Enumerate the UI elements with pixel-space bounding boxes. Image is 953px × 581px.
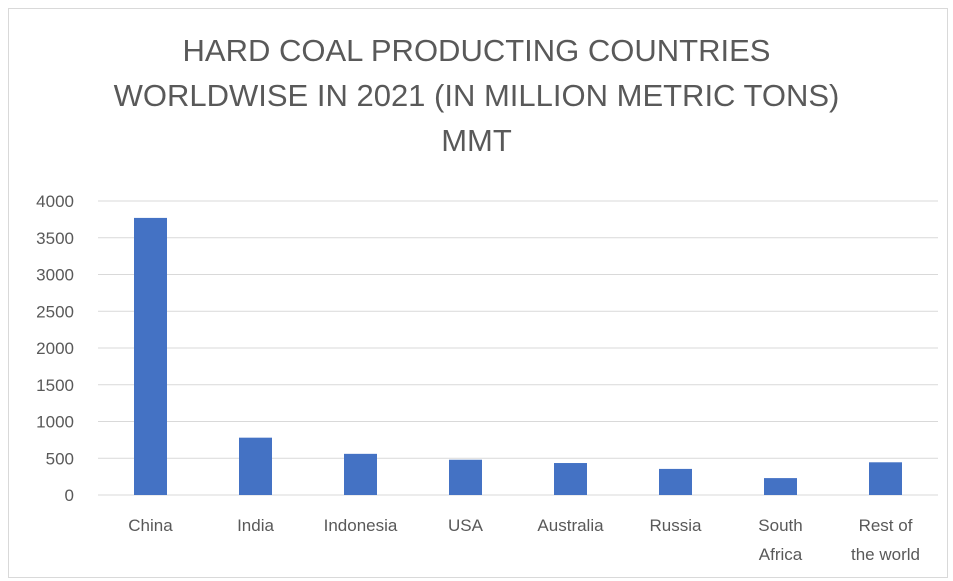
y-tick-label: 1500 [36,376,74,395]
gridlines [98,200,938,496]
x-tick-label: Rest of the world [851,516,920,564]
x-tick-label: Australia [537,516,604,535]
x-tick-label: China [128,516,173,535]
bar-russia [659,468,692,495]
x-tick-label: USA [448,516,484,535]
bar-rest-of-the-world [869,462,902,495]
x-axis: China India Indonesia USA Australia Russia Sou… [128,516,920,564]
y-tick-label: 2000 [36,339,74,358]
bar-south-africa [764,478,797,495]
bar-india [239,437,272,495]
bar-australia [554,463,587,495]
chart-title: HARD COAL PRODUCTING COUNTRIES WORLDWISE… [0,28,953,163]
x-tick-label: Indonesia [324,516,398,535]
bar-usa [449,459,482,495]
x-tick-label: India [237,516,274,535]
bars [134,217,902,495]
y-tick-label: 3000 [36,266,74,285]
y-tick-label: 2500 [36,302,74,321]
chart-title-line-1: HARD COAL PRODUCTING COUNTRIES [182,33,771,68]
y-tick-label: 1000 [36,413,74,432]
y-tick-label: 4000 [36,192,74,211]
y-tick-label: 500 [46,449,74,468]
y-axis: 0 500 1000 1500 2000 2500 3000 3500 4000 [36,192,74,505]
bar-china [134,217,167,495]
x-tick-label: Russia [650,516,703,535]
y-tick-label: 0 [65,486,74,505]
chart-title-line-2: WORLDWISE IN 2021 (IN MILLION METRIC TON… [113,78,840,113]
chart-title-line-3: MMT [441,123,512,158]
bar-indonesia [344,453,377,495]
x-tick-label: South Africa [758,516,802,564]
y-tick-label: 3500 [36,229,74,248]
